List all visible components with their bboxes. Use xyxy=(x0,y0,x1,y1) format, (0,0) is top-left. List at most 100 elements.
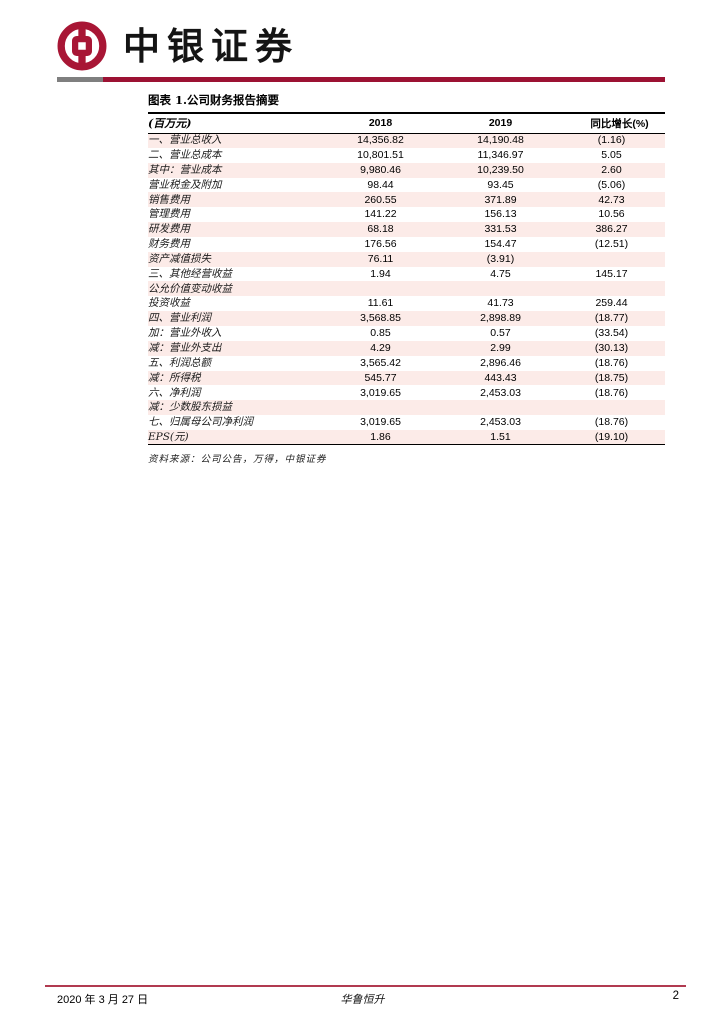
cell-value: (18.77) xyxy=(594,312,629,325)
cell-value xyxy=(558,400,665,415)
cell-value: 3,565.42 xyxy=(360,356,401,369)
row-label: 财务费用 xyxy=(148,238,190,251)
cell-value: (18.76) xyxy=(594,386,629,399)
cell-value: 141.22 xyxy=(364,208,397,221)
cell-value: 41.73 xyxy=(487,297,514,310)
cell-value: (1.16) xyxy=(597,134,626,147)
cell-value: 154.47 xyxy=(484,238,517,251)
cell-value xyxy=(443,400,558,415)
cell-value: 14,356.82 xyxy=(357,134,404,147)
cell-value: 2,896.46 xyxy=(480,356,521,369)
row-label: 公允价值变动收益 xyxy=(148,282,232,295)
cell-value: 3,019.65 xyxy=(360,386,401,399)
table-header: (百万元) 2018 2019 同比增长(%) xyxy=(148,114,665,134)
row-label: 管理费用 xyxy=(148,208,190,221)
table-row: 五、利润总额 3,565.42 2,896.46 (18.76) xyxy=(148,356,665,371)
cell-value: 2,453.03 xyxy=(480,386,521,399)
row-label: 减：少数股东损益 xyxy=(148,401,232,414)
financial-table: (百万元) 2018 2019 同比增长(%) 一、营业总收入 14,356.82 14,… xyxy=(148,114,665,446)
table-title: 图表 1.公司财务报告摘要 xyxy=(148,92,665,114)
row-label: EPS(元) xyxy=(148,429,318,446)
bank-of-china-logo-icon xyxy=(57,21,107,71)
cell-value: 156.13 xyxy=(484,208,517,221)
cell-value: 2.60 xyxy=(601,163,622,176)
cell-value: (19.10) xyxy=(558,429,665,446)
cell-value: 10,801.51 xyxy=(357,149,404,162)
cell-value: (33.54) xyxy=(594,327,629,340)
cell-value: 0.57 xyxy=(490,327,511,340)
table-row: 资产减值损失 76.11 (3.91) xyxy=(148,251,665,267)
row-label: 其中：营业成本 xyxy=(148,163,222,176)
cell-value xyxy=(318,281,443,296)
table-body: 一、营业总收入 14,356.82 14,190.48 (1.16) 二、营业总成本 10… xyxy=(148,133,665,446)
table-row: 其中：营业成本 9,980.46 10,239.50 2.60 xyxy=(148,162,665,178)
row-label: 六、净利润 xyxy=(148,386,201,399)
cell-value: (12.51) xyxy=(594,238,629,251)
row-label: 研发费用 xyxy=(148,223,190,236)
cell-value: 9,980.46 xyxy=(360,163,401,176)
row-label: 减：所得税 xyxy=(148,371,201,384)
table-row: EPS(元) 1.86 1.51 (19.10) xyxy=(148,429,665,446)
row-label: 加：营业外收入 xyxy=(148,327,222,340)
table-row: 营业税金及附加 98.44 93.45 (5.06) xyxy=(148,178,665,193)
cell-value xyxy=(558,281,665,296)
footer-date: 2020 年 3 月 27 日 xyxy=(57,994,149,1006)
table-header-row: (百万元) 2018 2019 同比增长(%) xyxy=(148,114,665,134)
cell-value: 2,898.89 xyxy=(480,312,521,325)
cell-value xyxy=(318,400,443,415)
footer-page-number: 2 xyxy=(672,990,679,1002)
cell-value: (18.75) xyxy=(594,371,629,384)
cell-value xyxy=(558,252,665,267)
table-row: 七、归属母公司净利润 3,019.65 2,453.03 (18.76) xyxy=(148,415,665,430)
cell-value: 3,568.85 xyxy=(360,312,401,325)
cell-value: 145.17 xyxy=(595,267,628,280)
cell-value: 331.53 xyxy=(484,223,517,236)
cell-value: 10,239.50 xyxy=(477,163,524,176)
row-label: 一、营业总收入 xyxy=(148,134,222,147)
table-row: 四、营业利润 3,568.85 2,898.89 (18.77) xyxy=(148,311,665,326)
cell-value: 260.55 xyxy=(364,193,397,206)
cell-value: 443.43 xyxy=(484,371,517,384)
table-row: 公允价值变动收益 xyxy=(148,281,665,297)
cell-value: 42.73 xyxy=(598,193,625,206)
table-row: 财务费用 176.56 154.47 (12.51) xyxy=(148,237,665,252)
row-label: 七、归属母公司净利润 xyxy=(148,416,253,429)
cell-value: 11,346.97 xyxy=(477,149,524,162)
cell-value: 0.85 xyxy=(370,327,391,340)
financial-summary-section: 图表 1.公司财务报告摘要 (百万元) 2018 2019 同比增长(%) 一、营业总… xyxy=(148,92,665,465)
cell-value: (3.91) xyxy=(486,252,515,265)
row-label: 资产减值损失 xyxy=(148,252,211,265)
cell-value: 4.29 xyxy=(370,341,391,354)
cell-value: 2,453.03 xyxy=(480,416,521,429)
table-row: 六、净利润 3,019.65 2,453.03 (18.76) xyxy=(148,385,665,400)
cell-value: 10.56 xyxy=(598,208,625,221)
cell-value: 1.51 xyxy=(443,429,558,446)
cell-value: 2.99 xyxy=(490,341,511,354)
cell-value: 386.27 xyxy=(595,223,628,236)
cell-value: 4.75 xyxy=(490,267,511,280)
table-row: 减：所得税 545.77 443.43 (18.75) xyxy=(148,370,665,386)
cell-value: 1.86 xyxy=(318,429,443,446)
table-row: 减：营业外支出 4.29 2.99 (30.13) xyxy=(148,340,665,356)
row-label: 投资收益 xyxy=(148,297,190,310)
cell-value: 76.11 xyxy=(367,252,394,265)
cell-value: (18.76) xyxy=(594,356,629,369)
table-row: 二、营业总成本 10,801.51 11,346.97 5.05 xyxy=(148,148,665,163)
cell-value: 98.44 xyxy=(367,178,394,191)
cell-value: 176.56 xyxy=(364,238,397,251)
row-label: 三、其他经营收益 xyxy=(148,267,232,280)
column-header: 2018 xyxy=(318,114,443,134)
cell-value: 545.77 xyxy=(364,371,397,384)
table-row: 三、其他经营收益 1.94 4.75 145.17 xyxy=(148,267,665,282)
cell-value: (30.13) xyxy=(594,341,629,354)
cell-value: 259.44 xyxy=(595,297,628,310)
table-row: 管理费用 141.22 156.13 10.56 xyxy=(148,207,665,222)
brand-name: 中银证券 xyxy=(123,23,299,68)
cell-value: 3,019.65 xyxy=(360,416,401,429)
table-row: 投资收益 11.61 41.73 259.44 xyxy=(148,296,665,311)
cell-value: 371.89 xyxy=(484,193,517,206)
source-note: 资料来源：公司公告，万得，中银证券 xyxy=(148,454,327,466)
row-label: 四、营业利润 xyxy=(148,312,211,325)
table-row: 减：少数股东损益 xyxy=(148,400,665,416)
cell-value: (18.76) xyxy=(594,416,629,429)
